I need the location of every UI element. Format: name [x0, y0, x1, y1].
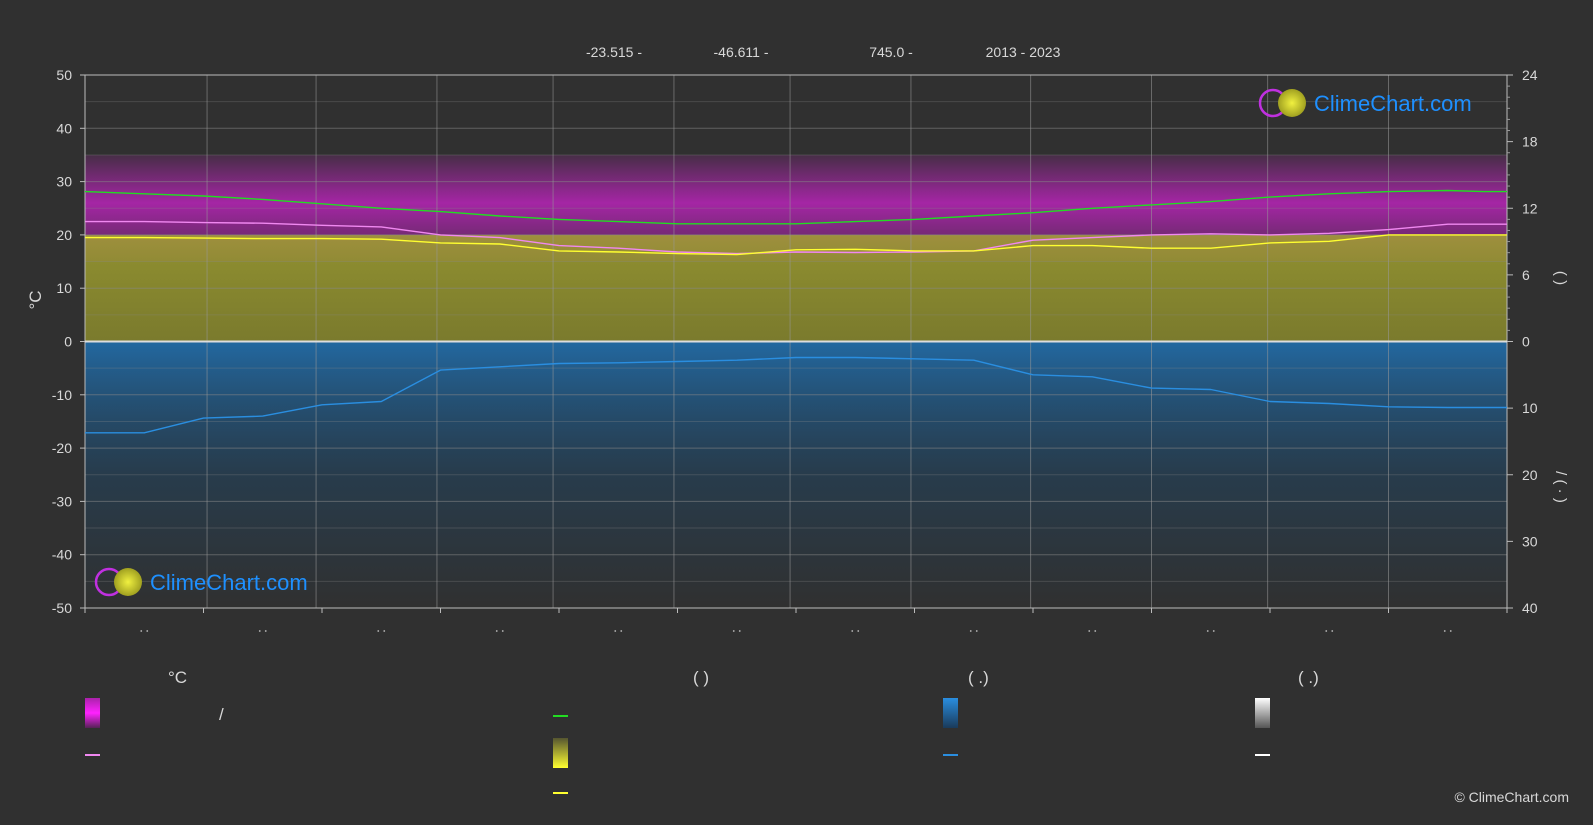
right-upper-tick-label: 6 [1522, 267, 1530, 283]
right-upper-tick-label: 24 [1522, 67, 1538, 83]
legend-swatch-sunshine [553, 738, 568, 768]
legend-title-rain: ( .) [968, 668, 989, 687]
left-tick-label: -40 [52, 547, 72, 563]
header-latitude: -23.515 - [586, 44, 642, 60]
left-tick-label: -10 [52, 387, 72, 403]
grid-lines [85, 74, 1507, 609]
legend: °C ( ) ( .) ( .) / [85, 668, 1319, 794]
left-tick-label: 50 [56, 67, 72, 83]
x-tick-dot [1212, 630, 1215, 632]
logo-text-bottom: ClimeChart.com [150, 570, 308, 595]
precip-band [85, 341, 1507, 608]
right-upper-axis-label: ( ) [1552, 271, 1569, 285]
right-lower-axis-label: / ( · ) [1552, 471, 1569, 503]
header-longitude: -46.611 - [714, 44, 769, 60]
left-tick-label: -30 [52, 493, 72, 509]
x-tick-dot [501, 630, 504, 632]
right-lower-tick-label: 20 [1522, 467, 1538, 483]
x-tick-dot [1331, 630, 1334, 632]
left-tick-label: 20 [56, 227, 72, 243]
series-lines [84, 189, 1507, 434]
brand-logo-top[interactable]: ClimeChart.com [1258, 88, 1472, 118]
legend-swatch-precip-daily [943, 698, 958, 728]
x-tick-dot [732, 630, 735, 632]
right-lower-tick-label: 10 [1522, 400, 1538, 416]
x-tick-dot [258, 630, 261, 632]
left-axis-label: °C [26, 290, 45, 309]
x-tick-dot [1443, 630, 1446, 632]
logo-text-top: ClimeChart.com [1314, 91, 1472, 116]
legend-swatch-temp-range [85, 698, 100, 728]
copyright[interactable]: © ClimeChart.com [1454, 789, 1569, 805]
right-lower-tick-label: 40 [1522, 600, 1538, 616]
legend-title-snow: ( .) [1298, 668, 1319, 687]
x-tick-dot [1206, 630, 1209, 632]
left-tick-label: 40 [56, 120, 72, 136]
logo-sun-icon [1278, 89, 1306, 117]
x-tick-dot [495, 630, 498, 632]
left-tick-label: 10 [56, 280, 72, 296]
right-lower-tick-label: 30 [1522, 533, 1538, 549]
legend-title-temperature: °C [168, 668, 187, 687]
series-line-max_temp [85, 220, 1507, 255]
right-upper-tick-label: 0 [1522, 334, 1530, 350]
left-tick-label: -50 [52, 600, 72, 616]
x-tick-dot [377, 630, 380, 632]
x-tick-dot [383, 630, 386, 632]
x-tick-dot [1088, 630, 1091, 632]
x-tick-dot [975, 630, 978, 632]
left-tick-label: 0 [64, 334, 72, 350]
series-line-mean_temp [85, 234, 1507, 256]
data-bands [85, 154, 1507, 608]
left-tick-label: -20 [52, 440, 72, 456]
chart-header: -23.515 - -46.611 - 745.0 - 2013 - 2023 [586, 44, 1061, 60]
x-tick-dot [1449, 630, 1452, 632]
right-upper-tick-label: 12 [1522, 200, 1538, 216]
x-tick-dot [1094, 630, 1097, 632]
series-line-precip [85, 356, 1507, 434]
x-tick-dot [264, 630, 267, 632]
legend-temp-range-separator: / [219, 705, 224, 724]
x-tick-dot [614, 630, 617, 632]
left-tick-label: 30 [56, 174, 72, 190]
right-upper-tick-label: 18 [1522, 134, 1538, 150]
x-tick-dot [620, 630, 623, 632]
x-tick-dot [857, 630, 860, 632]
x-tick-dot [969, 630, 972, 632]
x-tick-dot [146, 630, 149, 632]
x-tick-dot [1325, 630, 1328, 632]
x-tick-dot [851, 630, 854, 632]
x-tick-dot [140, 630, 143, 632]
header-years: 2013 - 2023 [986, 44, 1061, 60]
legend-title-sun: ( ) [693, 668, 709, 687]
logo-sun-icon [114, 568, 142, 596]
series-line-daylight [84, 189, 1507, 225]
brand-logo-bottom[interactable]: ClimeChart.com [94, 567, 308, 597]
header-elevation: 745.0 - [869, 44, 913, 60]
legend-swatch-snow-daily [1255, 698, 1270, 728]
x-tick-dot [738, 630, 741, 632]
axes: 50 40 30 20 10 0 -10 -20 -30 -40 -50 24 18 12 6 0 10 20 30… [52, 67, 1538, 632]
